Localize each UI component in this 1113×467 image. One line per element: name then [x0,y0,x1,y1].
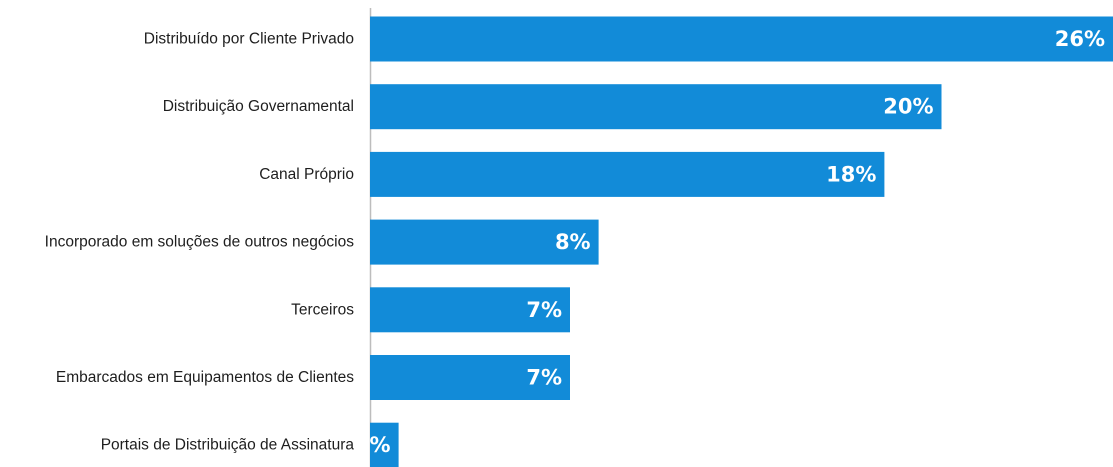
bar [370,422,399,467]
category-label: Incorporado em soluções de outros negóci… [45,234,355,251]
bar [370,84,942,130]
category-label: Terceiros [291,301,354,318]
category-label: Portais de Distribuição de Assinatura [101,437,355,454]
value-label: 18% [826,162,876,186]
value-label: 26% [1055,27,1105,51]
value-label: 7% [526,298,562,322]
bar [370,219,599,265]
category-label: Canal Próprio [259,166,354,183]
bar [370,287,570,333]
bar [370,355,570,400]
bar [370,16,1113,62]
value-label: 1% [355,433,391,457]
category-label: Distribuição Governamental [163,98,354,115]
category-label: Embarcados em Equipamentos de Clientes [56,369,354,386]
category-label: Distribuído por Cliente Privado [144,31,354,48]
value-label: 20% [883,95,933,119]
value-label: 8% [555,230,591,254]
value-label: 7% [526,366,562,390]
bar [370,151,885,197]
